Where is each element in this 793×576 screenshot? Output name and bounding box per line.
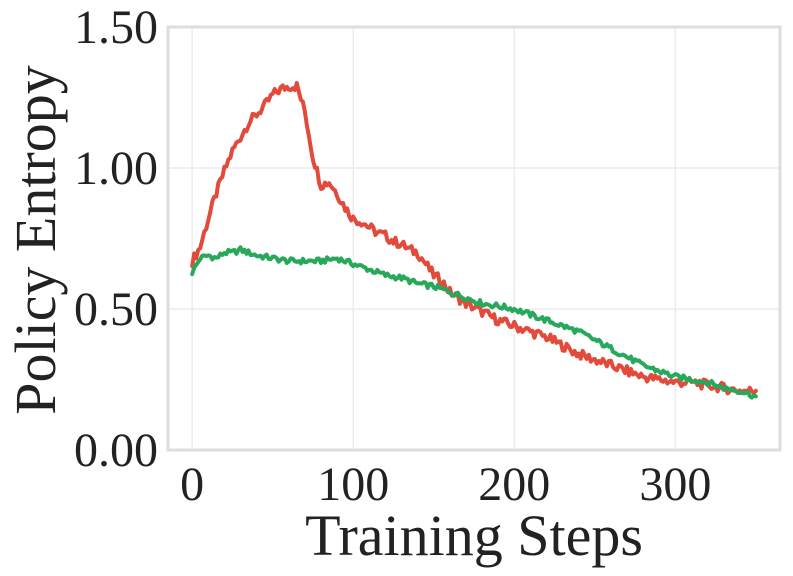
series-line-2 xyxy=(190,245,758,400)
y-tick-label: 1.50 xyxy=(74,1,158,54)
plot-frame xyxy=(166,25,782,452)
y-tick-label: 0.50 xyxy=(74,283,158,336)
y-tick-labels: 0.00 0.50 1.00 1.50 xyxy=(74,1,158,477)
x-tick-labels: 0 100 200 300 xyxy=(180,458,711,511)
series-line-1 xyxy=(190,81,758,396)
x-tick-label: 200 xyxy=(478,458,550,511)
x-tick-label: 300 xyxy=(639,458,711,511)
y-tick-label: 1.00 xyxy=(74,142,158,195)
y-axis-label: Policy Entropy xyxy=(3,65,68,415)
series-lines xyxy=(190,81,758,400)
x-tick-label: 0 xyxy=(180,458,204,511)
x-tick-label: 100 xyxy=(317,458,389,511)
y-tick-label: 0.00 xyxy=(74,424,158,477)
x-axis-label: Training Steps xyxy=(305,503,643,568)
gridlines xyxy=(168,26,780,451)
